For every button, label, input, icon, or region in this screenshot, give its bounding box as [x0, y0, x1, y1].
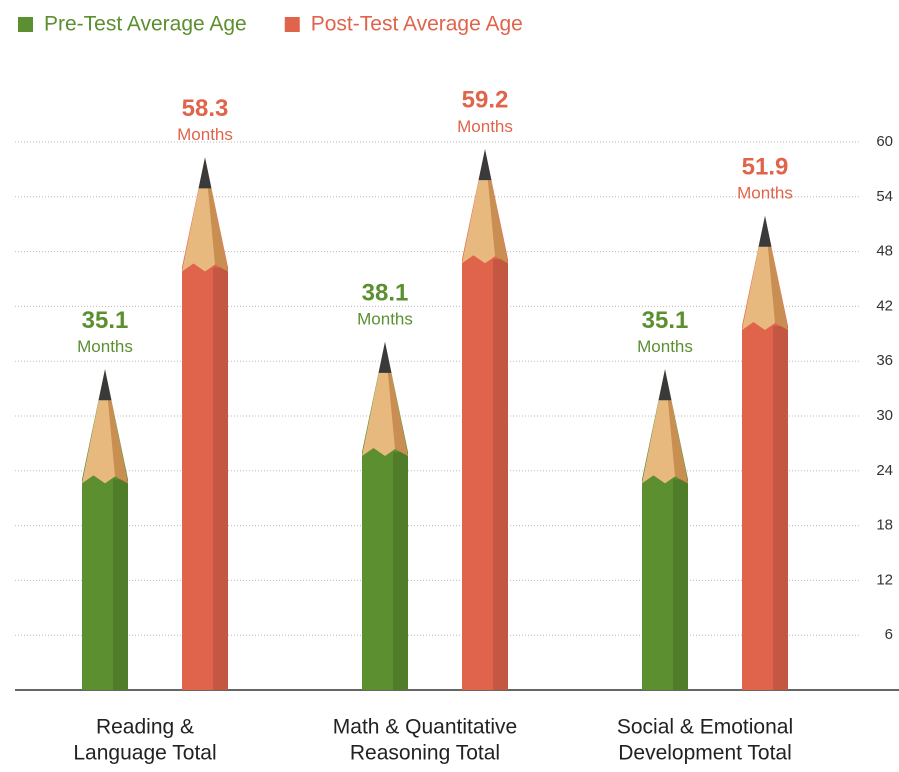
value-label: 38.1: [362, 279, 409, 306]
pencil-shade: [673, 479, 688, 690]
unit-label: Months: [357, 310, 413, 329]
x-tick-label: Language Total: [73, 742, 216, 765]
pencil: [182, 157, 228, 690]
pencil-lead: [758, 215, 772, 247]
legend-label: Pre-Test Average Age: [44, 13, 247, 36]
value-label: 35.1: [642, 307, 689, 334]
value-label: 59.2: [462, 87, 509, 114]
unit-label: Months: [177, 125, 233, 144]
x-tick-label: Development Total: [618, 742, 792, 765]
pencil: [742, 215, 788, 691]
unit-label: Months: [77, 337, 133, 356]
x-tick-label: Math & Quantitative: [333, 716, 517, 739]
pencil-shade: [773, 325, 788, 690]
value-label: 51.9: [742, 153, 789, 180]
pencil-lead: [378, 342, 392, 373]
unit-label: Months: [457, 117, 513, 136]
y-tick-label: 54: [876, 188, 893, 205]
x-tick-label: Reading &: [96, 716, 194, 739]
legend-swatch: [284, 17, 300, 32]
pencil-shade: [493, 259, 508, 690]
pencil-lead: [478, 149, 492, 181]
y-tick-label: 18: [876, 517, 893, 534]
y-tick-label: 12: [876, 571, 893, 588]
y-tick-label: 24: [876, 462, 893, 479]
unit-label: Months: [737, 183, 793, 202]
legend-label: Post-Test Average Age: [311, 13, 523, 36]
y-tick-label: 42: [876, 297, 893, 314]
y-tick-label: 48: [876, 243, 893, 260]
legend-swatch: [18, 17, 33, 32]
y-tick-label: 60: [876, 133, 893, 150]
value-label: 58.3: [182, 95, 229, 122]
y-tick-label: 30: [876, 407, 893, 424]
pencil-shade: [113, 479, 128, 690]
pencil-shade: [393, 452, 408, 690]
pencil-lead: [98, 369, 112, 401]
pencil-shade: [213, 267, 228, 690]
value-label: 35.1: [82, 307, 129, 334]
pencil-lead: [658, 369, 672, 401]
x-tick-label: Reasoning Total: [350, 742, 500, 765]
y-tick-label: 6: [885, 626, 893, 643]
x-tick-label: Social & Emotional: [617, 716, 793, 739]
y-tick-label: 36: [876, 352, 893, 369]
pencil: [462, 149, 508, 691]
pencil-lead: [198, 157, 212, 189]
pencil-wood-shade: [765, 215, 788, 330]
unit-label: Months: [637, 337, 693, 356]
